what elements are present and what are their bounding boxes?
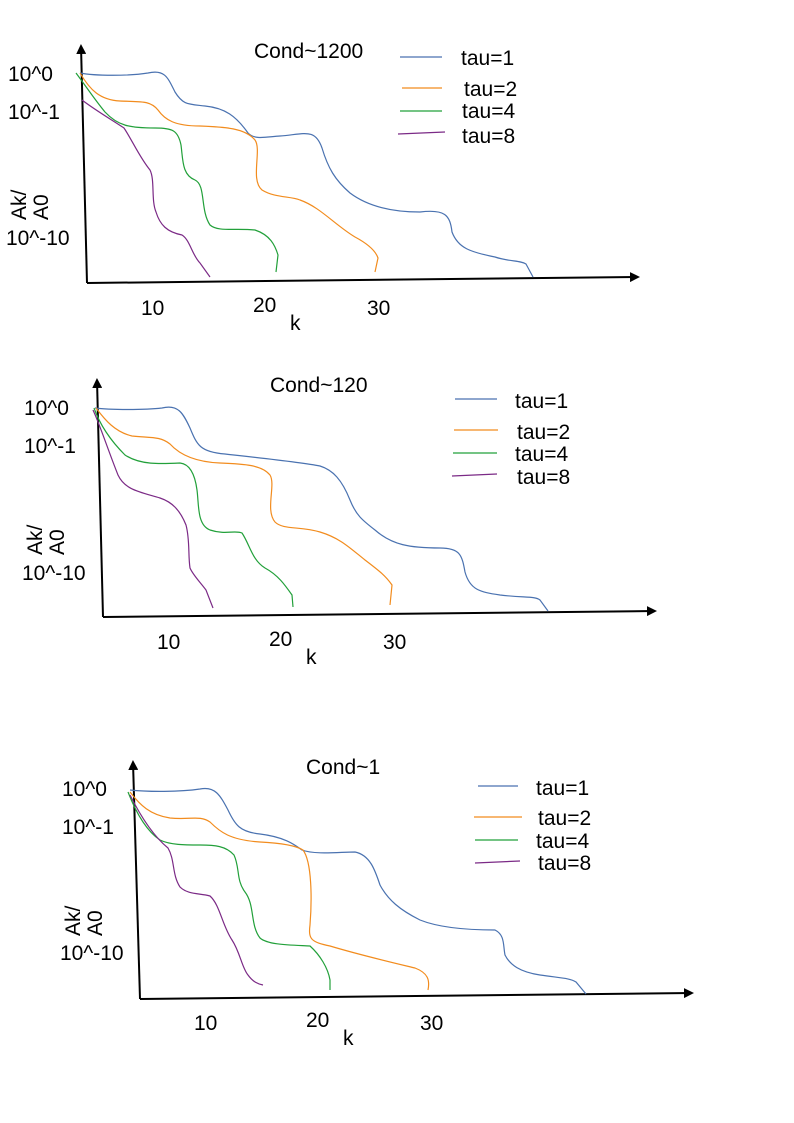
legend-label-tau-1: tau=1: [536, 777, 589, 800]
legend-label-tau-2: tau=2: [538, 807, 591, 830]
x-tick-label: 30: [420, 1012, 443, 1035]
y-tick-label: 10^-10: [60, 942, 124, 965]
x-axis: [102, 606, 657, 618]
legend-label-tau-1: tau=1: [461, 47, 514, 70]
y-axis-label-line-2: A0: [30, 194, 53, 220]
chart-panel-1: Cond~1200 10^0 10^-1 10^-10 Ak/ A0 10 20…: [6, 40, 640, 335]
legend-swatch-tau-8: [397, 131, 446, 135]
x-tick-label: 20: [306, 1009, 329, 1032]
series-line-tau-2: [95, 407, 393, 606]
x-tick-label: 30: [367, 297, 390, 320]
y-axis: [128, 760, 141, 1000]
y-axis-label-line-1: Ak/: [8, 189, 31, 220]
series-line-tau-8: [129, 794, 264, 986]
x-axis-label: k: [306, 646, 317, 669]
x-tick-label: 20: [253, 294, 276, 317]
legend-label-tau-4: tau=4: [462, 100, 515, 123]
series-line-tau-2: [79, 72, 379, 273]
x-axis: [139, 988, 694, 1000]
legend-label-tau-8: tau=8: [517, 466, 570, 489]
y-tick-label: 10^-10: [22, 562, 86, 585]
chart-title: Cond~1200: [254, 40, 363, 63]
x-tick-label: 10: [157, 631, 180, 654]
series-line-tau-8: [81, 99, 211, 278]
legend-label-tau-2: tau=2: [517, 421, 570, 444]
x-axis-label: k: [290, 312, 301, 335]
series-line-tau-4: [93, 407, 294, 608]
y-axis-label-line-1: Ak/: [62, 905, 85, 936]
series-line-tau-4: [127, 791, 331, 990]
y-tick-label: 10^-1: [62, 816, 114, 839]
chart-panel-2: Cond~120 10^0 10^-1 10^-10 Ak/ A0 10 20 …: [22, 374, 657, 669]
x-tick-label: 10: [194, 1012, 217, 1035]
legend-label-tau-8: tau=8: [538, 852, 591, 875]
x-tick-label: 10: [141, 297, 164, 320]
chart-title: Cond~1: [306, 756, 380, 779]
y-tick-label: 10^-1: [24, 435, 76, 458]
x-tick-label: 20: [269, 628, 292, 651]
series-line-tau-1: [79, 71, 534, 278]
series-line-tau-1: [129, 787, 587, 995]
y-tick-label: 10^-1: [8, 101, 60, 124]
y-axis: [76, 44, 88, 284]
y-tick-label: 10^0: [24, 397, 69, 420]
x-axis: [86, 272, 640, 284]
y-axis-label-line-2: A0: [84, 910, 107, 936]
series-line-tau-8: [92, 409, 214, 609]
series-line-tau-2: [129, 791, 430, 991]
x-tick-label: 30: [383, 631, 406, 654]
legend-label-tau-4: tau=4: [536, 830, 589, 853]
chart-panel-3: Cond~1 10^0 10^-1 10^-10 Ak/ A0 10 20 30…: [60, 756, 694, 1050]
legend-label-tau-4: tau=4: [515, 443, 568, 466]
legend-label-tau-2: tau=2: [464, 78, 517, 101]
legend-swatch-tau-8: [451, 473, 498, 477]
series-line-tau-1: [94, 406, 549, 612]
series-line-tau-4: [75, 72, 279, 273]
legend-swatch-tau-8: [474, 860, 521, 864]
y-tick-label: 10^0: [62, 778, 107, 801]
chart-title: Cond~120: [270, 374, 368, 397]
y-axis-label-line-2: A0: [46, 529, 69, 555]
x-axis-label: k: [343, 1027, 354, 1050]
y-axis-label-line-1: Ak/: [24, 524, 47, 555]
y-axis: [92, 378, 104, 618]
legend-label-tau-1: tau=1: [515, 390, 568, 413]
y-tick-label: 10^-10: [6, 227, 70, 250]
y-tick-label: 10^0: [8, 63, 53, 86]
legend-label-tau-8: tau=8: [462, 125, 515, 148]
